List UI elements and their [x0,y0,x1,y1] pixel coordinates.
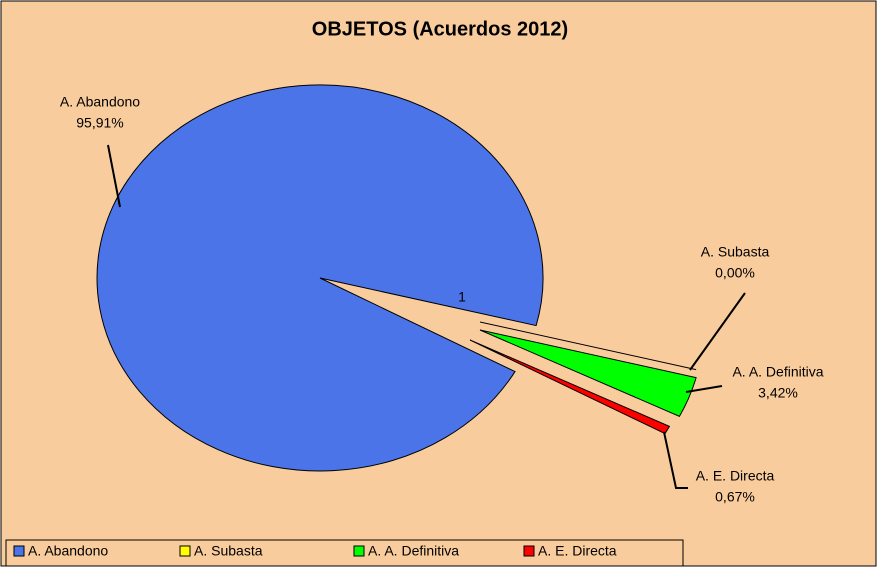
slice-label: A. A. Definitiva [732,364,823,380]
series-annotation: 1 [458,289,466,305]
legend-label: A. E. Directa [538,543,617,559]
chart-title: OBJETOS (Acuerdos 2012) [312,18,568,40]
slice-value-label: 95,91% [76,115,123,131]
pie-slice [479,329,697,418]
legend-box [5,539,684,567]
pie-slice [96,84,544,472]
slice-label: A. E. Directa [696,468,775,484]
leader-line [663,431,688,489]
pie-slice [479,321,697,371]
legend-swatch [13,545,25,557]
slice-value-label: 0,00% [715,265,755,281]
legend-swatch [523,545,535,557]
slice-value-label: 3,42% [758,385,798,401]
leader-line [107,144,121,208]
slice-value-label: 0,67% [715,489,755,505]
legend-swatch [353,545,365,557]
leader-line [689,292,746,371]
leader-line [685,385,723,393]
legend-label: A. Abandono [28,543,108,559]
legend-label: A. Subasta [194,543,263,559]
slice-label: A. Subasta [701,244,770,260]
legend-label: A. A. Definitiva [368,543,459,559]
slice-label: A. Abandono [60,94,140,110]
legend-swatch [179,545,191,557]
